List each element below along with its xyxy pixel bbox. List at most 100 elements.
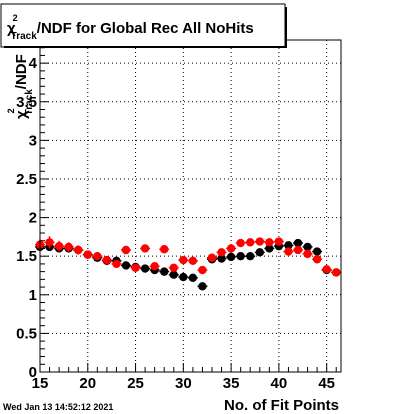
- marker: [188, 256, 198, 266]
- marker: [284, 247, 293, 256]
- data-point: [302, 249, 313, 259]
- marker: [303, 249, 312, 259]
- marker: [265, 238, 274, 247]
- data-point: [121, 261, 131, 270]
- data-point: [207, 253, 217, 262]
- marker: [293, 238, 303, 248]
- data-point: [187, 256, 198, 266]
- marker: [188, 273, 198, 283]
- marker: [83, 250, 92, 259]
- marker: [150, 262, 159, 271]
- marker: [102, 255, 112, 265]
- data-point: [130, 263, 141, 272]
- marker: [198, 282, 207, 291]
- marker: [74, 245, 83, 255]
- x-tick-label: 30: [175, 375, 192, 392]
- data-point: [121, 245, 131, 255]
- marker: [169, 270, 178, 279]
- data-point: [283, 247, 294, 256]
- y-tick-label: 1: [29, 287, 37, 304]
- data-point: [302, 242, 313, 252]
- data-point: [168, 263, 179, 272]
- data-point: [264, 244, 275, 253]
- marker: [246, 238, 255, 247]
- data-point: [331, 268, 342, 277]
- data-point: [140, 264, 151, 273]
- y-tick-label: 0.5: [16, 325, 37, 342]
- marker: [312, 247, 322, 256]
- data-point: [226, 244, 237, 253]
- y-axis-ticks: 0 0.5 1 1.5 2 2.5 3 3.5 4: [16, 39, 49, 381]
- x-tick-label: 35: [223, 375, 240, 392]
- marker: [140, 244, 150, 253]
- title-chi: χ: [7, 20, 16, 37]
- marker: [217, 248, 226, 257]
- marker: [284, 241, 293, 250]
- ylabel-chi: χ: [13, 110, 30, 119]
- data-point: [178, 272, 189, 282]
- chart-title: χ2 Track/NDF for Global Rec All NoHits: [7, 13, 254, 42]
- data-point: [254, 237, 265, 246]
- y-tick-label: 1.5: [16, 248, 37, 265]
- marker: [207, 253, 217, 262]
- data-point: [101, 255, 112, 265]
- marker: [217, 254, 226, 263]
- marker: [255, 237, 264, 246]
- data-point: [197, 265, 208, 275]
- series-layer: [35, 236, 342, 291]
- ylabel-text: /NDF: [13, 54, 30, 89]
- data-point: [283, 241, 294, 250]
- data-point: [226, 252, 237, 262]
- x-tick-label: 25: [127, 375, 144, 392]
- data-point: [273, 237, 284, 246]
- marker: [160, 267, 169, 276]
- data-point: [321, 265, 332, 274]
- y-tick-label: 4: [29, 55, 38, 72]
- ylabel-superscript: 2: [6, 108, 16, 113]
- data-point: [82, 250, 93, 259]
- marker: [54, 241, 64, 251]
- data-point: [178, 255, 189, 265]
- marker: [255, 248, 264, 257]
- title-box: [0, 3, 286, 48]
- y-tick-label: 3: [29, 132, 37, 149]
- data-point: [235, 251, 246, 261]
- y-tick-label: 2.5: [16, 171, 37, 188]
- marker: [169, 263, 178, 272]
- marker: [246, 251, 255, 261]
- marker: [236, 238, 245, 248]
- marker: [121, 245, 131, 255]
- data-point: [168, 270, 179, 279]
- y-tick-label: 0: [29, 364, 37, 381]
- marker: [160, 245, 169, 254]
- y-tick-label: 2: [29, 210, 37, 227]
- ylabel-subscript: Track: [24, 89, 35, 116]
- data-point: [245, 251, 256, 261]
- marker: [293, 245, 303, 255]
- marker: [274, 237, 284, 246]
- marker: [226, 244, 236, 253]
- marker: [179, 255, 188, 265]
- marker: [322, 265, 331, 274]
- marker: [198, 265, 207, 275]
- marker: [45, 238, 54, 247]
- marker: [93, 251, 102, 261]
- data-point: [44, 236, 55, 249]
- marker: [236, 251, 245, 261]
- marker: [265, 244, 274, 253]
- title-box-shadow: [4, 46, 287, 48]
- data-point: [149, 262, 160, 271]
- data-point: [159, 245, 170, 254]
- data-point: [245, 238, 256, 247]
- marker: [312, 255, 322, 264]
- title-box-shadow-side: [285, 7, 287, 48]
- marker: [226, 252, 236, 262]
- data-point: [140, 244, 151, 253]
- data-point: [187, 273, 198, 283]
- data-point: [293, 238, 303, 248]
- data-point: [312, 255, 323, 264]
- marker: [332, 268, 341, 277]
- series-0: [35, 238, 342, 291]
- y-axis-title: χ2 Track/NDF: [6, 54, 35, 119]
